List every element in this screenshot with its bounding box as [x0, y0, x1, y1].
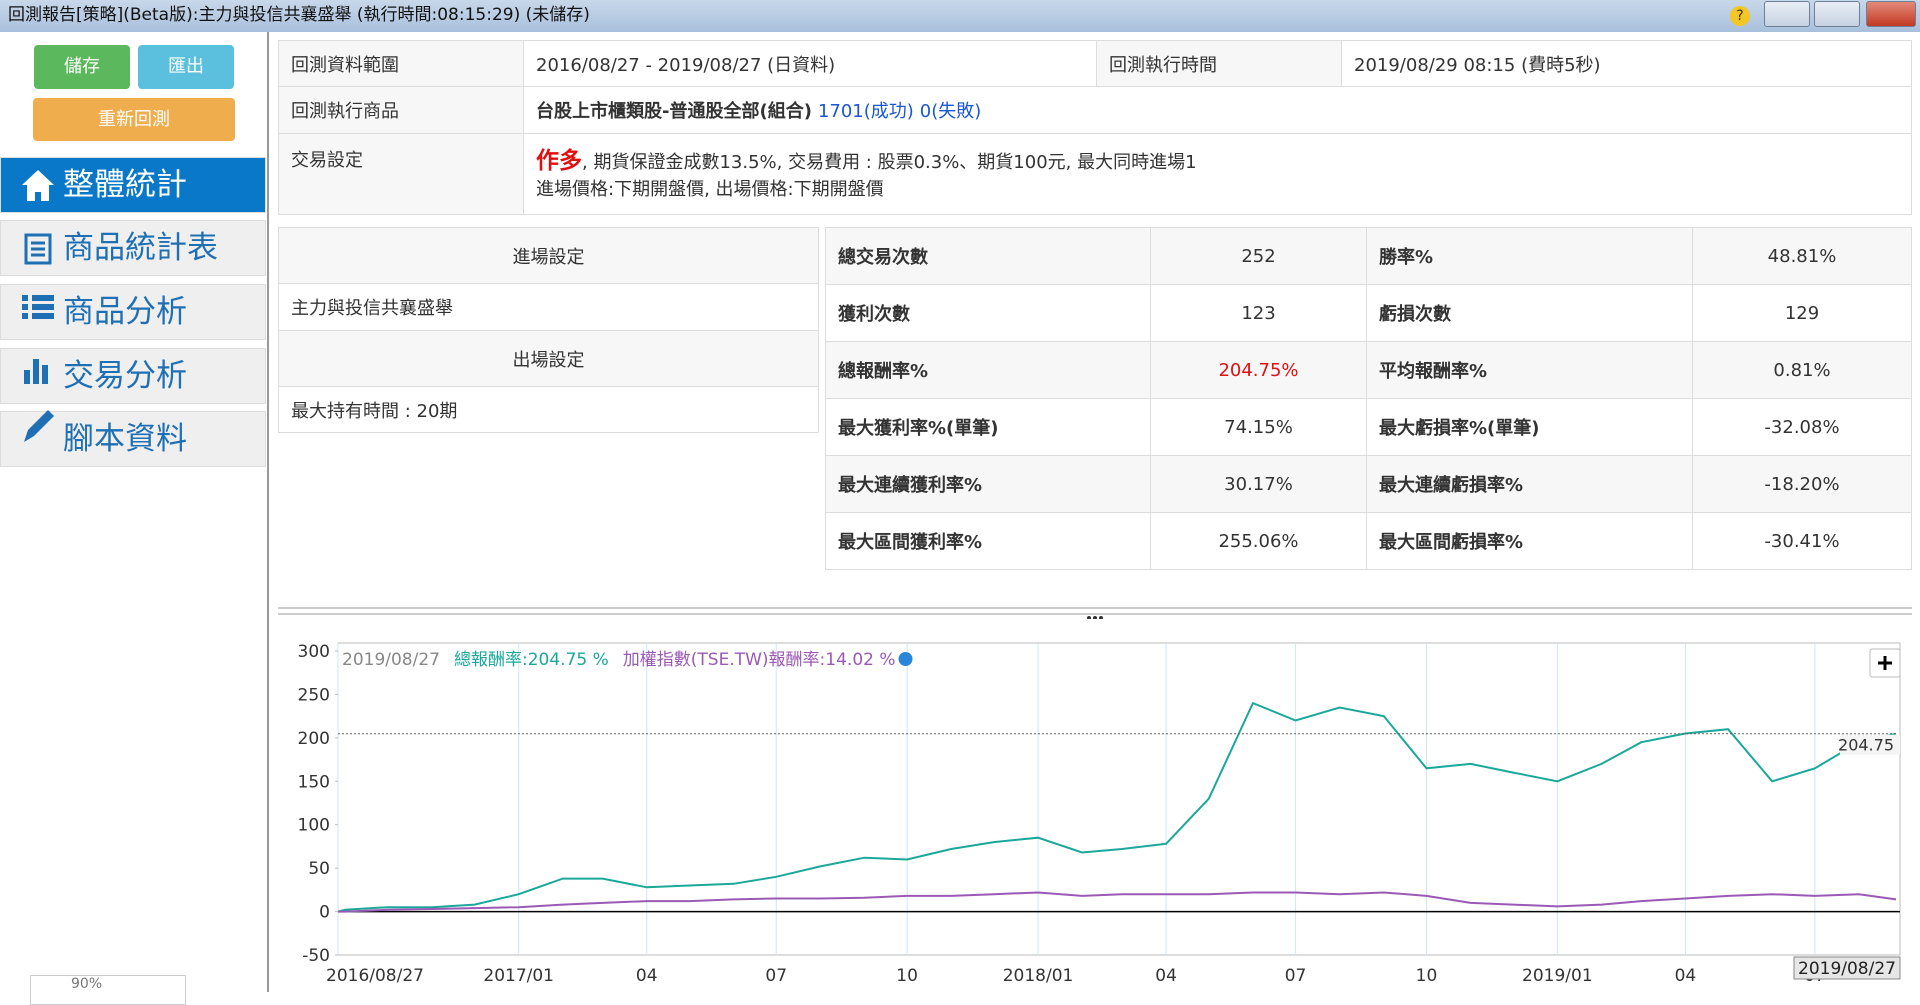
y-tick-label: 300: [298, 642, 330, 662]
stat-label: 平均報酬率%: [1366, 341, 1693, 399]
direction: 作多: [536, 148, 582, 174]
legend-date: 2019/08/27: [342, 650, 440, 670]
crosshair-date-box: [1793, 956, 1901, 980]
info-value: 作多, 期貨保證金成數13.5%, 交易費用 : 股票0.3%、期貨100元, …: [523, 133, 1912, 215]
y-tick-label: 50: [308, 859, 330, 879]
stat-label: 最大連續虧損率%: [1366, 455, 1693, 513]
legend-value: 204.75 %: [528, 650, 609, 670]
x-tick-label: 07: [765, 966, 787, 986]
fail-count[interactable]: 0(失敗): [919, 101, 982, 122]
x-tick-label: 07: [1285, 966, 1307, 986]
y-tick-label: 150: [298, 772, 330, 792]
splitter: [278, 607, 1912, 619]
info-label: 交易設定: [278, 133, 524, 215]
stat-value: -32.08%: [1692, 398, 1912, 456]
stat-label: 獲利次數: [825, 284, 1151, 342]
x-tick-label: 2019/01: [1522, 966, 1593, 986]
stat-label: 最大區間獲利率%: [825, 512, 1151, 570]
stat-label: 最大虧損率%(單筆): [1366, 398, 1693, 456]
last-value-label: 204.75: [1838, 736, 1894, 755]
stat-value: 48.81%: [1692, 227, 1912, 285]
info-label: 回測執行時間: [1096, 40, 1342, 87]
legend-name: 總報酬率:: [454, 650, 528, 670]
series-line: [338, 891, 1897, 913]
help-icon[interactable]: ?: [1730, 6, 1750, 26]
stat-value: 129: [1692, 284, 1912, 342]
stat-label: 總交易次數: [825, 227, 1151, 285]
x-tick-label: 04: [1155, 966, 1177, 986]
x-tick-label: 10: [896, 966, 918, 986]
y-tick-label: 100: [298, 816, 330, 836]
zoom-control[interactable]: 90%: [30, 975, 186, 1005]
stat-label: 勝率%: [1366, 227, 1693, 285]
y-tick-label: -50: [302, 946, 330, 966]
nav-item[interactable]: 商品分析: [0, 284, 266, 340]
x-tick-label: 2016/08/27: [326, 966, 424, 986]
plot-area: [337, 642, 1901, 956]
zoom-plus: [1878, 656, 1892, 670]
stat-label: 最大區間虧損率%: [1366, 512, 1693, 570]
info-label: 回測執行商品: [278, 86, 524, 134]
info-value: 2016/08/27 - 2019/08/27 (日資料): [523, 40, 1097, 87]
stat-label: 總報酬率%: [825, 341, 1151, 399]
nav-icons: [22, 170, 54, 442]
series-line: [337, 701, 1897, 913]
x-tick-label: 2017/01: [483, 966, 554, 986]
x-tick-label: 04: [1675, 966, 1697, 986]
window-title: 回測報告[策略](Beta版):主力與投信共襄盛舉 (執行時間:08:15:29…: [8, 5, 590, 25]
settings-value: 最大持有時間 : 20期: [278, 386, 819, 433]
trade-setting: , 期貨保證金成數13.5%, 交易費用 : 股票0.3%、期貨100元, 最大…: [582, 152, 1197, 173]
stat-value: 30.17%: [1150, 455, 1367, 513]
restore-button[interactable]: [1814, 1, 1860, 27]
save-button[interactable]: 儲存: [34, 45, 130, 89]
crosshair-date: 2019/08/27: [1798, 959, 1896, 979]
info-value: 台股上市櫃類股-普通股全部(組合) 1701(成功) 0(失敗): [523, 86, 1912, 134]
y-tick-label: 250: [298, 685, 330, 705]
legend-name: 加權指數(TSE.TW)報酬率:: [623, 650, 826, 670]
stat-label: 虧損次數: [1366, 284, 1693, 342]
y-tick-label: 200: [298, 729, 330, 749]
product: 台股上市櫃類股-普通股全部(組合): [536, 101, 812, 122]
stat-label: 最大連續獲利率%: [825, 455, 1151, 513]
chart: 2016/08/27 2017/01 04 07 10 2018/01 04 07 10 2019…: [298, 642, 1901, 986]
price-setting: 進場價格:下期開盤價, 出場價格:下期開盤價: [536, 179, 884, 200]
stat-value: 252: [1150, 227, 1367, 285]
stat-value: -18.20%: [1692, 455, 1912, 513]
y-tick-label: 0: [319, 903, 330, 923]
legend-close: [898, 652, 913, 666]
rerun-button[interactable]: 重新回測: [33, 98, 235, 141]
stat-label: 最大獲利率%(單筆): [825, 398, 1151, 456]
close-button[interactable]: [1866, 1, 1916, 27]
settings-value: 主力與投信共襄盛舉: [278, 283, 819, 331]
stat-value: 0.81%: [1692, 341, 1912, 399]
stat-value: 74.15%: [1150, 398, 1367, 456]
x-tick-label: 10: [1416, 966, 1438, 986]
stat-value: 204.75%: [1150, 341, 1367, 399]
settings-header: 出場設定: [278, 330, 819, 387]
legend-value: 14.02 %: [825, 650, 895, 670]
info-value: 2019/08/29 08:15 (費時5秒): [1341, 40, 1912, 87]
last-value-box: [1840, 734, 1900, 755]
success-count[interactable]: 1701(成功): [817, 101, 914, 122]
stat-value: 123: [1150, 284, 1367, 342]
legend: 2019/08/27 總報酬率:204.75 % 加權指數(TSE.TW)報酬率:1…: [342, 650, 896, 670]
info-label: 回測資料範圍: [278, 40, 524, 87]
minimize-button[interactable]: [1764, 1, 1810, 27]
export-button[interactable]: 匯出: [138, 45, 234, 89]
title-bar: 回測報告[策略](Beta版):主力與投信共襄盛舉 (執行時間:08:15:29…: [0, 0, 1920, 32]
settings-header: 進場設定: [278, 227, 819, 284]
x-tick-label: 04: [636, 966, 658, 986]
stat-value: 255.06%: [1150, 512, 1367, 570]
stat-value: -30.41%: [1692, 512, 1912, 570]
x-tick-label: 2018/01: [1003, 966, 1074, 986]
nav-item[interactable]: 交易分析: [0, 348, 266, 404]
